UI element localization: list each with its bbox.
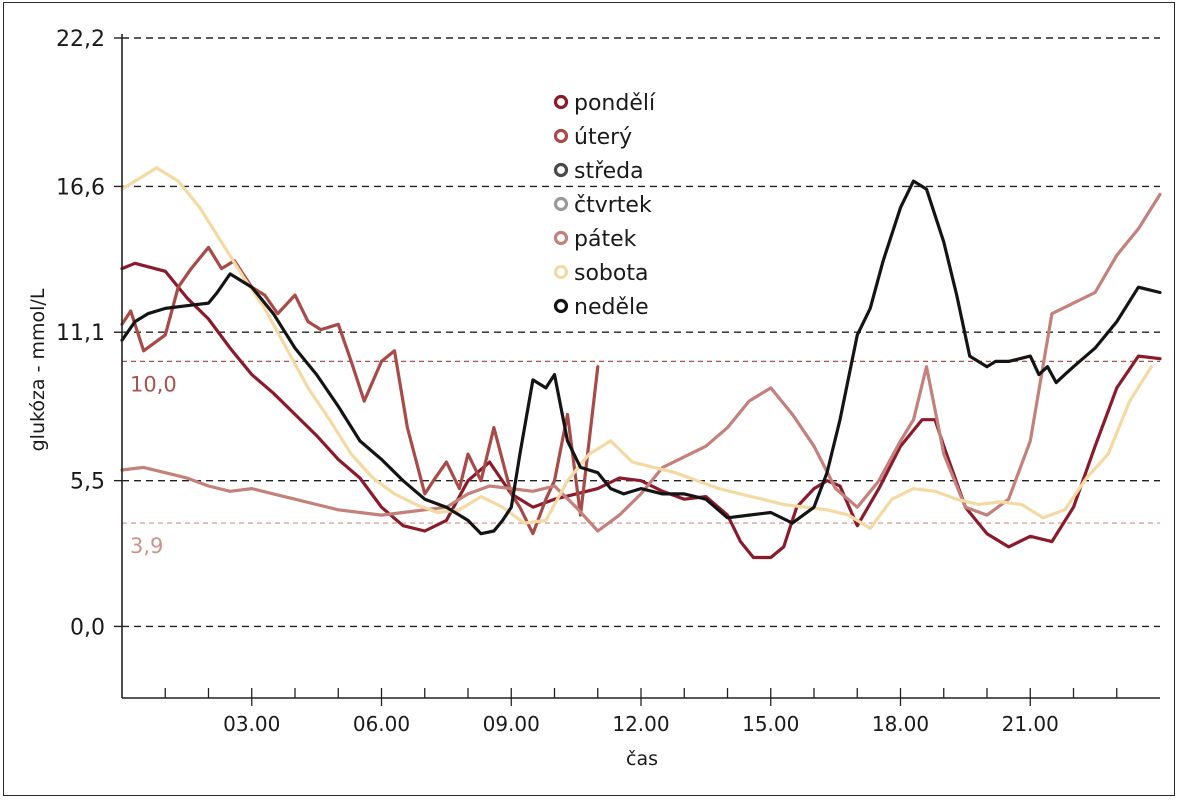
reference-label: 3,9 <box>130 534 163 558</box>
legend-label: sobota <box>574 261 648 286</box>
series-line-6 <box>120 179 1162 536</box>
x-tick-label: 12.00 <box>612 712 669 736</box>
x-tick-label: 09.00 <box>483 712 540 736</box>
legend-marker <box>553 264 569 280</box>
y-tick-label: 11,1 <box>56 321 105 346</box>
reference-lines: 10,0 3,9 <box>122 360 1160 558</box>
legend-marker <box>553 230 569 246</box>
legend-label: pátek <box>574 227 637 252</box>
legend-marker <box>553 128 569 144</box>
series-lines <box>120 166 1162 560</box>
legend-label: neděle <box>574 295 649 320</box>
grid-lines <box>122 37 1160 628</box>
legend-label: čtvrtek <box>574 193 652 218</box>
series-line-5 <box>120 166 1154 531</box>
legend-marker <box>553 196 569 212</box>
reference-label: 10,0 <box>130 372 177 396</box>
y-tick-label: 0,0 <box>70 615 105 640</box>
y-tick-label: 16,6 <box>56 175 105 200</box>
legend-label: pondělí <box>574 91 656 116</box>
legend-label: středa <box>574 159 644 184</box>
chart-frame <box>3 2 1175 796</box>
y-tick-label: 5,5 <box>70 470 105 495</box>
axes: 0,0 5,5 11,1 16,6 22,2 03.00 06.00 09.00 12.00 15… <box>56 27 1160 736</box>
series-line-1 <box>120 245 600 536</box>
legend-marker <box>553 298 569 314</box>
x-tick-label: 15.00 <box>742 712 799 736</box>
x-tick-label: 06.00 <box>353 712 410 736</box>
legend-marker <box>553 162 569 178</box>
x-tick-label: 21.00 <box>1002 712 1059 736</box>
legend: pondělí úterý středa čtvrtek pátek sobota nedě… <box>553 91 656 320</box>
y-axis-label: glukóza - mmol/L <box>27 288 49 451</box>
series-line-0 <box>120 261 1162 560</box>
x-tick-label: 18.00 <box>872 712 929 736</box>
legend-label: úterý <box>574 125 632 150</box>
x-axis-label: čas <box>626 748 658 770</box>
y-tick-label: 22,2 <box>56 27 105 52</box>
legend-marker <box>553 94 569 110</box>
x-tick-label: 03.00 <box>223 712 280 736</box>
series-line-4 <box>120 192 1162 533</box>
